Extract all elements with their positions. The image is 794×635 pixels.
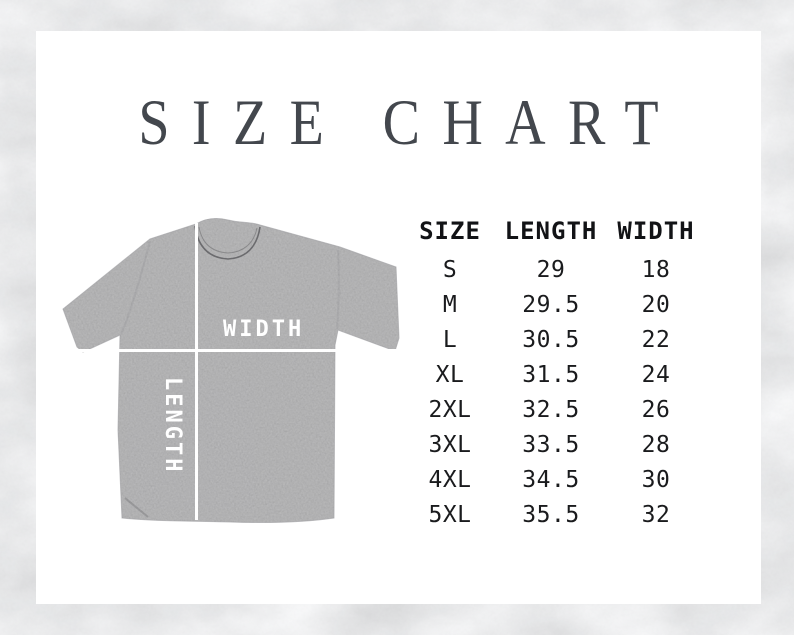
table-cell-size: L <box>442 326 458 353</box>
table-cell-size: M <box>442 291 458 318</box>
length-measure-line <box>195 223 198 520</box>
table-cell-width: 28 <box>641 431 671 458</box>
table-cell-width: 18 <box>641 256 671 283</box>
size-table: SIZE LENGTH WIDTH S 29 18 M 29.5 20 L 30… <box>400 210 710 532</box>
table-cell-width: 24 <box>641 361 671 388</box>
tshirt-image <box>62 217 400 524</box>
table-cell-width: 26 <box>641 396 671 423</box>
width-measure-line <box>78 349 398 352</box>
table-cell-size: XL <box>435 361 465 388</box>
size-table-header-size: SIZE <box>419 217 481 245</box>
table-cell-length: 30.5 <box>522 326 580 353</box>
length-measure-label: LENGTH <box>160 377 185 475</box>
tshirt-mockup: WIDTH LENGTH <box>55 213 405 528</box>
table-cell-width: 30 <box>641 466 671 493</box>
fabric-folds <box>120 240 340 518</box>
table-cell-size: 2XL <box>428 396 472 423</box>
table-cell-size: 4XL <box>428 466 472 493</box>
width-measure-label: WIDTH <box>223 317 305 342</box>
table-cell-length: 35.5 <box>522 501 580 528</box>
size-table-header-width: WIDTH <box>617 217 695 245</box>
table-cell-size: 5XL <box>428 501 472 528</box>
table-cell-length: 34.5 <box>522 466 580 493</box>
content-card: SIZE CHART <box>36 31 761 604</box>
size-table-header-length: LENGTH <box>504 217 598 245</box>
fabric-texture <box>63 218 399 523</box>
table-cell-length: 29 <box>536 256 566 283</box>
table-cell-length: 31.5 <box>522 361 580 388</box>
collar <box>194 225 261 260</box>
page-title: SIZE CHART <box>138 87 682 159</box>
table-cell-size: 3XL <box>428 431 472 458</box>
table-cell-width: 32 <box>641 501 671 528</box>
table-cell-width: 20 <box>641 291 671 318</box>
table-cell-width: 22 <box>641 326 671 353</box>
table-cell-length: 32.5 <box>522 396 580 423</box>
table-cell-size: S <box>442 256 458 283</box>
table-cell-length: 33.5 <box>522 431 580 458</box>
table-cell-length: 29.5 <box>522 291 580 318</box>
